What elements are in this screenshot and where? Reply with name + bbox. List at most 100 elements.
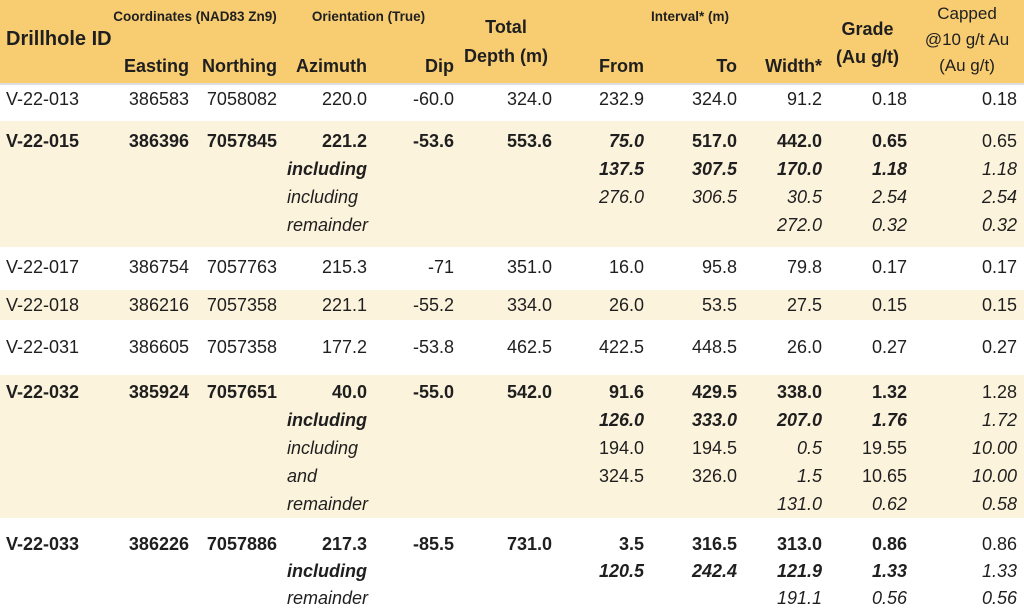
dip-cell: -60.0 xyxy=(412,88,454,109)
dip-cell: -55.2 xyxy=(412,294,454,315)
azimuth-cell: 221.1 xyxy=(321,294,367,315)
table-header: Drillhole ID Coordinates (NAD83 Zn9) Ori… xyxy=(0,0,1024,85)
to-cell: 517.0 xyxy=(691,130,737,151)
interval-label: including xyxy=(287,158,367,179)
width-cell: 191.1 xyxy=(776,588,822,608)
dip-cell: -53.8 xyxy=(412,336,454,357)
grade-cell: 0.18 xyxy=(871,88,907,109)
table-subrow: and 324.5 326.0 1.5 10.65 10.00 xyxy=(0,462,1024,490)
total-depth-cell: 334.0 xyxy=(506,294,552,315)
col-header-capped: Capped @10 g/t Au (Au g/t) xyxy=(910,1,1024,79)
row-band-v22-032: V-22-032 385924 7057651 40.0 -55.0 542.0… xyxy=(0,375,1024,518)
group-header-orientation: Orientation (True) xyxy=(311,9,426,24)
table-subrow: including 120.5 242.4 121.9 1.33 1.33 xyxy=(0,558,1024,585)
width-cell: 91.2 xyxy=(786,88,822,109)
total-depth-cell: 462.5 xyxy=(506,336,552,357)
from-cell: 276.0 xyxy=(598,186,644,207)
col-header-capped-line2: @10 g/t Au xyxy=(924,30,1010,49)
table-subrow: remainder 191.1 0.56 0.56 xyxy=(0,585,1024,612)
dip-cell: -85.5 xyxy=(412,534,454,554)
easting-cell: 386754 xyxy=(128,256,189,277)
to-cell: 242.4 xyxy=(691,561,737,581)
grade-cell: 1.18 xyxy=(871,158,907,179)
azimuth-cell: 221.2 xyxy=(321,130,367,151)
col-header-from: From xyxy=(599,56,644,76)
azimuth-cell: 177.2 xyxy=(321,336,367,357)
to-cell: 326.0 xyxy=(691,465,737,486)
to-cell: 95.8 xyxy=(701,256,737,277)
dip-cell: -55.0 xyxy=(412,381,454,402)
capped-cell: 1.33 xyxy=(981,561,1017,581)
table-subrow: including 194.0 194.5 0.5 19.55 10.00 xyxy=(0,434,1024,462)
drillhole-id-cell: V-22-032 xyxy=(6,381,80,402)
to-cell: 53.5 xyxy=(701,294,737,315)
table-subrow: including 137.5 307.5 170.0 1.18 1.18 xyxy=(0,155,1024,183)
from-cell: 3.5 xyxy=(618,534,644,554)
col-header-grade-line2: (Au g/t) xyxy=(836,47,899,67)
width-cell: 1.5 xyxy=(796,465,822,486)
col-header-total-depth-line2: Depth (m) xyxy=(464,46,548,66)
col-header-drillhole-id: Drillhole ID xyxy=(6,28,112,50)
width-cell: 313.0 xyxy=(776,534,822,554)
from-cell: 16.0 xyxy=(608,256,644,277)
azimuth-cell: 215.3 xyxy=(321,256,367,277)
capped-cell: 0.15 xyxy=(981,294,1017,315)
width-cell: 131.0 xyxy=(776,493,822,514)
capped-cell: 0.58 xyxy=(981,493,1017,514)
capped-cell: 0.86 xyxy=(981,534,1017,554)
drillhole-id-cell: V-22-017 xyxy=(6,256,80,277)
drillhole-id-cell: V-22-031 xyxy=(6,336,80,357)
table-row: V-22-033 386226 7057886 217.3 -85.5 731.… xyxy=(0,531,1024,558)
capped-cell: 10.00 xyxy=(971,437,1017,458)
row-band-v22-031: V-22-031 386605 7057358 177.2 -53.8 462.… xyxy=(0,320,1024,375)
table-row: V-22-017 386754 7057763 215.3 -71 351.0 … xyxy=(0,253,1024,281)
easting-cell: 386396 xyxy=(128,130,189,151)
northing-cell: 7058082 xyxy=(206,88,277,109)
from-cell: 91.6 xyxy=(608,381,644,402)
capped-cell: 1.28 xyxy=(981,381,1017,402)
grade-cell: 0.62 xyxy=(871,493,907,514)
interval-label: including xyxy=(287,437,359,458)
capped-cell: 0.17 xyxy=(981,256,1017,277)
azimuth-cell: 40.0 xyxy=(331,381,367,402)
total-depth-cell: 553.6 xyxy=(506,130,552,151)
northing-cell: 7057358 xyxy=(206,336,277,357)
grade-cell: 0.56 xyxy=(871,588,907,608)
to-cell: 306.5 xyxy=(691,186,737,207)
row-band-v22-018: V-22-018 386216 7057358 221.1 -55.2 334.… xyxy=(0,290,1024,320)
capped-cell: 10.00 xyxy=(971,465,1017,486)
col-header-total-depth-line1: Total xyxy=(485,17,527,37)
grade-cell: 1.33 xyxy=(871,561,907,581)
col-header-easting: Easting xyxy=(123,56,189,76)
grade-cell: 0.32 xyxy=(871,214,907,235)
azimuth-cell: 220.0 xyxy=(321,88,367,109)
to-cell: 448.5 xyxy=(691,336,737,357)
from-cell: 26.0 xyxy=(608,294,644,315)
northing-cell: 7057886 xyxy=(206,534,277,554)
col-header-dip: Dip xyxy=(425,56,454,76)
table-subrow: including 276.0 306.5 30.5 2.54 2.54 xyxy=(0,183,1024,211)
col-header-grade: Grade (Au g/t) xyxy=(825,15,910,71)
to-cell: 324.0 xyxy=(691,88,737,109)
northing-cell: 7057358 xyxy=(206,294,277,315)
grade-cell: 0.86 xyxy=(871,534,907,554)
drillhole-id-cell: V-22-018 xyxy=(6,294,80,315)
capped-cell: 0.27 xyxy=(981,336,1017,357)
to-cell: 307.5 xyxy=(691,158,737,179)
from-cell: 75.0 xyxy=(608,130,644,151)
easting-cell: 386605 xyxy=(128,336,189,357)
interval-label: remainder xyxy=(287,493,369,514)
width-cell: 79.8 xyxy=(786,256,822,277)
col-header-grade-line1: Grade xyxy=(841,19,894,39)
total-depth-cell: 351.0 xyxy=(506,256,552,277)
interval-label: including xyxy=(287,186,359,207)
total-depth-cell: 542.0 xyxy=(506,381,552,402)
row-band-v22-033: V-22-033 386226 7057886 217.3 -85.5 731.… xyxy=(0,518,1024,612)
group-header-interval: Interval* (m) xyxy=(650,9,730,24)
dip-cell: -71 xyxy=(427,256,454,277)
drillhole-id-cell: V-22-015 xyxy=(6,130,80,151)
interval-label: remainder xyxy=(287,214,369,235)
capped-cell: 0.65 xyxy=(981,130,1017,151)
grade-cell: 0.65 xyxy=(871,130,907,151)
